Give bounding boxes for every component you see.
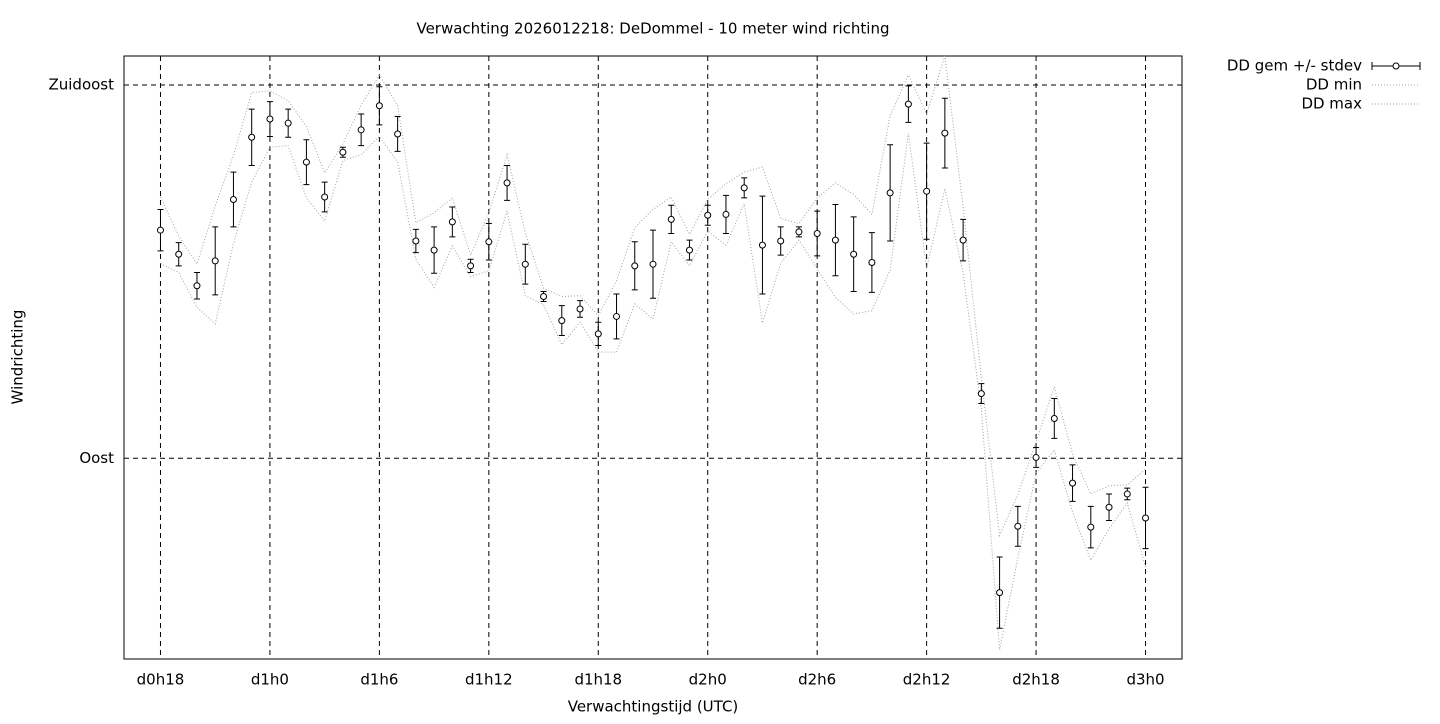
x-tick-label: d1h18 [574,671,622,689]
mean-point [649,260,657,268]
mean-point [339,148,347,156]
mean-point [394,130,402,138]
mean-point [813,229,821,237]
mean-point [175,250,183,258]
y-tick-label: Zuidoost [48,76,114,94]
mean-point [1123,490,1131,498]
mean-point [831,236,839,244]
mean-point [302,158,310,166]
mean-point [704,211,712,219]
mean-point [959,236,967,244]
mean-point [558,317,566,325]
chart-title: Verwachting 2026012218: DeDommel - 10 me… [416,20,889,38]
mean-point [1069,479,1077,487]
x-tick-label: d2h12 [903,671,951,689]
mean-point [412,237,420,245]
series-line [160,133,1146,650]
legend-label: DD min [1306,76,1362,94]
mean-point [777,237,785,245]
y-axis-label: Windrichting [9,310,27,405]
mean-point [722,210,730,218]
mean-point [613,312,621,320]
mean-point [996,589,1004,597]
mean-point [685,246,693,254]
mean-point [1050,414,1058,422]
mean-point [667,215,675,223]
mean-point [1105,503,1113,511]
mean-point [211,257,219,265]
mean-point [850,250,858,258]
mean-point [576,305,584,313]
mean-point [795,228,803,236]
x-tick-label: d1h0 [251,671,289,689]
x-tick-label: d2h0 [689,671,727,689]
x-axis-label: Verwachtingstijd (UTC) [568,698,739,716]
mean-point [941,129,949,137]
legend-swatch [1392,62,1400,70]
mean-point [248,133,256,141]
mean-point [594,330,602,338]
mean-point [758,241,766,249]
mean-point [1014,522,1022,530]
mean-point [1142,514,1150,522]
mean-point [485,238,493,246]
mean-point [977,390,985,398]
mean-point [540,293,548,301]
mean-point [886,189,894,197]
mean-point [521,260,529,268]
mean-point [156,226,164,234]
mean-point [868,259,876,267]
legend-label: DD max [1301,95,1362,113]
mean-point [266,115,274,123]
mean-point [448,218,456,226]
x-tick-label: d1h12 [465,671,513,689]
legend-label: DD gem +/- stdev [1227,57,1362,75]
mean-point [375,102,383,110]
mean-point [923,187,931,195]
mean-point [503,179,511,187]
x-tick-label: d3h0 [1126,671,1164,689]
mean-point [1087,523,1095,531]
mean-point [467,262,475,270]
x-tick-label: d2h6 [798,671,836,689]
mean-point [430,246,438,254]
mean-point [321,193,329,201]
mean-point [1032,453,1040,461]
mean-point [740,184,748,192]
mean-point [193,282,201,290]
mean-point [631,262,639,270]
x-tick-label: d2h18 [1012,671,1060,689]
mean-point [357,126,365,134]
mean-point [284,119,292,127]
plot-frame [123,55,1183,660]
mean-point [229,195,237,203]
x-tick-label: d1h6 [360,671,398,689]
series-line [160,55,1146,538]
x-tick-label: d0h18 [137,671,185,689]
mean-point [904,100,912,108]
y-tick-label: Oost [79,449,114,467]
